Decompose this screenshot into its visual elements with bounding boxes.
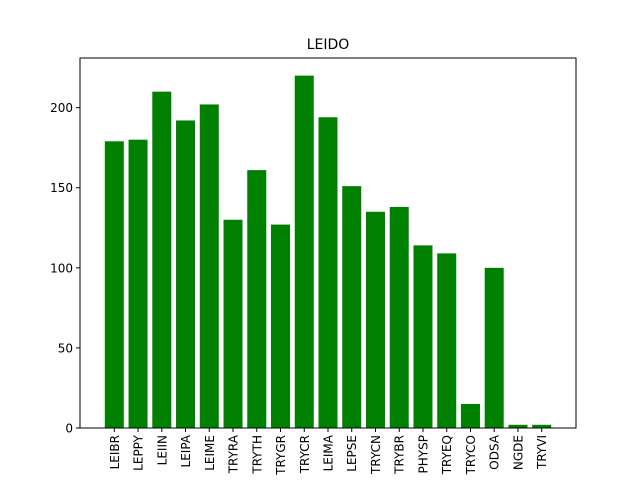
x-tick-label-lepse: LEPSE [345,435,359,472]
bar-leima [318,117,338,428]
x-tick-label-leibr: LEIBR [108,435,122,469]
bar-lepse [342,186,362,428]
bar-leiin [152,91,172,428]
x-tick-label-physp: PHYSP [416,435,430,473]
bar-leipa [176,120,196,428]
bar-leime [199,104,219,428]
x-tick-label-odsa: ODSA [488,434,502,470]
y-axis: 0 50 100 150 200 [50,101,80,436]
y-tick-label: 50 [58,341,73,355]
bar-odsa [484,267,504,428]
bar-tryvi [532,424,552,428]
x-tick-label-trycn: TRYCN [369,435,383,475]
x-tick-label-trycr: TRYCR [298,435,312,474]
x-tick-label-leime: LEIME [203,435,217,471]
y-tick-label: 200 [50,101,73,115]
bar-physp [413,245,433,428]
x-tick-label-leiin: LEIIN [155,435,169,465]
bar-tryco [460,403,480,428]
bar-leppy [128,139,148,428]
x-tick-label-trybr: TRYBR [393,435,407,475]
plot-frame [79,57,577,429]
bar-tryth [247,170,267,428]
bar-leibr [104,141,124,429]
x-tick-label-tryvi: TRYVI [535,435,549,470]
x-axis: LEIBR LEPPY LEIIN LEIPA LEIME TRYRA TRYTH TRYGR… [108,428,549,476]
x-tick-label-ngde: NGDE [511,435,525,470]
x-tick-label-trygr: TRYGR [274,435,288,476]
y-tick-label: 0 [65,422,73,436]
bar-tryra [223,219,243,428]
bar-tryeq [437,253,457,428]
x-tick-label-tryra: TRYRA [227,434,241,474]
chart-title: LEIDO [307,37,350,53]
bar-ngde [508,424,528,428]
plot-area [104,75,552,429]
bar-trycn [365,211,385,428]
bar-trycr [294,75,314,429]
x-tick-label-tryco: TRYCO [464,435,478,475]
x-tick-label-leipa: LEIPA [179,434,193,467]
x-tick-label-tryeq: TRYEQ [440,435,454,475]
x-tick-label-leppy: LEPPY [132,434,146,470]
y-tick-label: 100 [50,261,73,275]
bar-trybr [389,206,409,428]
x-tick-label-tryth: TRYTH [250,435,264,475]
x-tick-label-leima: LEIMA [322,434,336,471]
y-tick-label: 150 [50,181,73,195]
bar-trygr [271,224,291,428]
